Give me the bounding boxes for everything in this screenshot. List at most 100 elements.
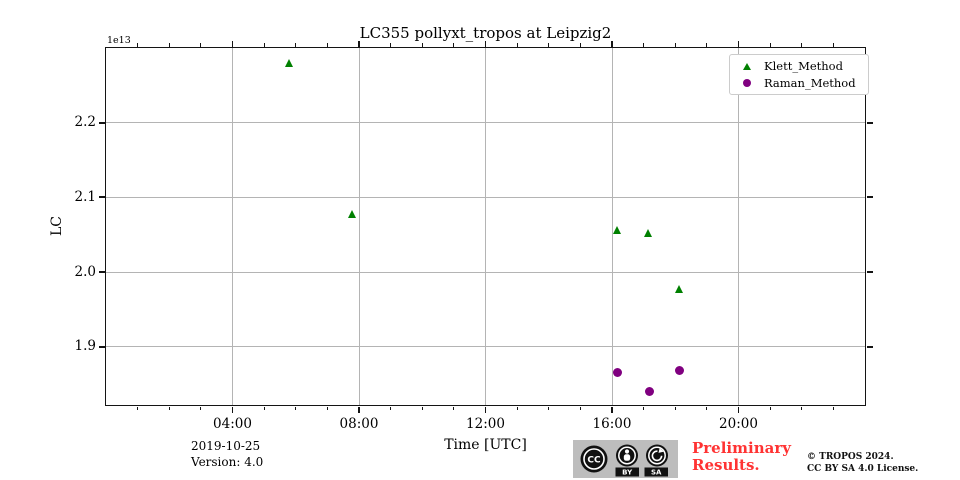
- x-minor-tick-top: [421, 43, 423, 47]
- cc-by-sa-badge-icon: CC BY SA: [573, 440, 678, 478]
- x-tick-label: 20:00: [719, 416, 758, 432]
- sa-label-bar: [644, 467, 668, 477]
- grid-line-horizontal: [106, 122, 865, 124]
- x-minor-tick-top: [263, 43, 265, 47]
- x-major-tick-top: [358, 40, 360, 47]
- x-major-tick: [737, 406, 740, 413]
- x-minor-tick: [548, 406, 550, 410]
- x-minor-tick: [200, 406, 202, 410]
- x-minor-tick-top: [453, 43, 455, 47]
- grid-line-vertical: [485, 48, 486, 405]
- x-major-tick: [358, 406, 360, 413]
- legend-entry-raman: Raman_Method: [730, 76, 868, 90]
- y-major-tick: [98, 345, 105, 348]
- legend-label-klett: Klett_Method: [764, 59, 843, 73]
- data-point-klett-method: [612, 225, 621, 234]
- chart-title: LC355 pollyxt_tropos at Leipzig2: [359, 24, 612, 42]
- data-point-raman-method: [644, 387, 654, 397]
- x-major-tick-top: [611, 40, 613, 47]
- y-tick-label: 2.0: [74, 263, 96, 280]
- data-point-raman-method: [675, 366, 685, 376]
- x-tick-label: 04:00: [213, 416, 252, 432]
- x-minor-tick: [832, 406, 834, 410]
- measurement-date: 2019-10-25: [191, 439, 261, 453]
- x-tick-label: 08:00: [339, 416, 379, 432]
- y-axis-offset-label: 1e13: [107, 35, 131, 46]
- data-point-klett-method: [285, 59, 294, 68]
- raman-circle-icon: [743, 79, 751, 87]
- y-major-tick-right: [866, 345, 873, 348]
- y-major-tick: [98, 271, 105, 273]
- x-minor-tick-top: [200, 43, 202, 47]
- sa-label: SA: [651, 469, 662, 477]
- x-minor-tick: [801, 406, 803, 410]
- grid-line-horizontal: [106, 271, 865, 273]
- x-major-tick: [611, 406, 613, 413]
- x-minor-tick: [674, 406, 676, 410]
- x-minor-tick-top: [548, 43, 550, 47]
- x-minor-tick: [263, 406, 265, 410]
- x-minor-tick: [643, 406, 645, 410]
- by-label-bar: [615, 467, 639, 477]
- x-minor-tick-top: [769, 43, 771, 47]
- x-minor-tick-top: [137, 43, 139, 47]
- x-minor-tick-top: [168, 43, 170, 47]
- x-minor-tick: [421, 406, 423, 410]
- x-minor-tick-top: [516, 43, 518, 47]
- x-major-tick-top: [231, 40, 234, 47]
- legend: Klett_Method Raman_Method: [729, 54, 869, 95]
- x-tick-label: 16:00: [592, 416, 632, 432]
- x-tick-label: 12:00: [466, 416, 505, 432]
- x-major-tick-top: [484, 40, 487, 47]
- x-minor-tick-top: [579, 43, 581, 47]
- data-point-klett-method: [644, 229, 653, 238]
- grid-line-horizontal: [106, 346, 865, 348]
- data-point-raman-method: [612, 367, 622, 377]
- cc-icon: CC: [580, 445, 608, 473]
- y-major-tick-right: [866, 271, 873, 273]
- by-label: BY: [622, 469, 633, 477]
- data-point-klett-method: [675, 285, 684, 294]
- x-axis-label: Time [UTC]: [444, 437, 527, 453]
- x-major-tick-top: [737, 40, 740, 47]
- legend-entry-klett: Klett_Method: [730, 59, 868, 73]
- grid-line-horizontal: [106, 196, 865, 198]
- data-point-klett-method: [347, 210, 356, 219]
- footer-date-block: 2019-10-25 Version: 4.0: [191, 439, 263, 470]
- x-minor-tick: [579, 406, 581, 410]
- x-minor-tick: [390, 406, 392, 410]
- grid-line-vertical: [611, 48, 613, 405]
- grid-line-vertical: [738, 48, 739, 405]
- x-minor-tick-top: [643, 43, 645, 47]
- y-tick-label: 1.9: [74, 338, 96, 355]
- copyright-notice: © TROPOS 2024. CC BY SA 4.0 License.: [807, 452, 919, 474]
- version-label: Version: 4.0: [191, 454, 264, 469]
- x-minor-tick: [137, 406, 139, 410]
- klett-triangle-icon: [743, 62, 751, 70]
- grid-line-vertical: [358, 48, 360, 405]
- x-minor-tick: [453, 406, 455, 410]
- x-minor-tick-top: [832, 43, 834, 47]
- y-major-tick: [98, 196, 105, 199]
- x-minor-tick-top: [390, 43, 392, 47]
- x-minor-tick-top: [674, 43, 676, 47]
- x-minor-tick-top: [295, 43, 297, 47]
- x-minor-tick: [168, 406, 170, 410]
- x-minor-tick-top: [801, 43, 803, 47]
- x-minor-tick: [326, 406, 328, 410]
- x-major-tick: [231, 406, 234, 413]
- x-major-tick: [484, 406, 487, 413]
- x-minor-tick-top: [326, 43, 328, 47]
- y-major-tick-right: [866, 121, 873, 124]
- x-minor-tick: [769, 406, 771, 410]
- by-person-icon: [616, 444, 638, 467]
- y-tick-label: 2.2: [74, 114, 96, 131]
- y-major-tick-right: [866, 196, 873, 199]
- x-minor-tick: [516, 406, 518, 410]
- svg-text:CC: CC: [587, 456, 601, 466]
- sa-arrow-icon: [646, 444, 668, 467]
- y-tick-label: 2.1: [74, 188, 96, 205]
- x-minor-tick-top: [706, 43, 708, 47]
- legend-label-raman: Raman_Method: [764, 76, 856, 90]
